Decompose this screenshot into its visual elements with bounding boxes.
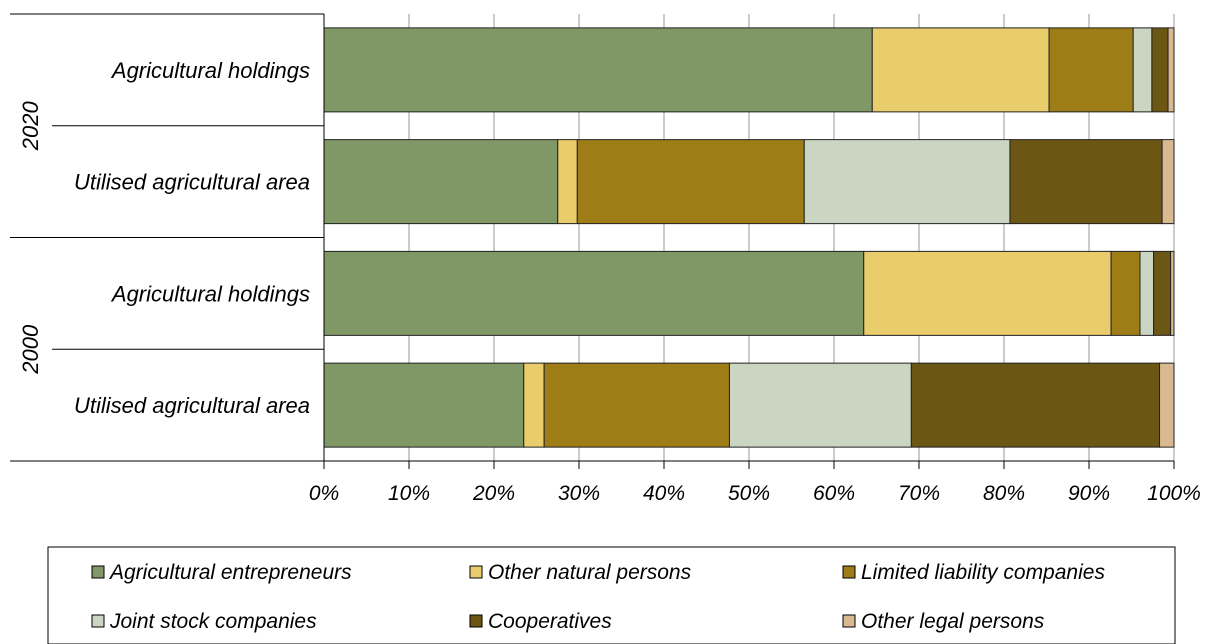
legend-swatch [469,565,483,579]
bar-segment [323,250,865,336]
category-label: Utilised agricultural area [74,393,310,418]
category-label: Utilised agricultural area [74,170,310,195]
bar-segment [323,27,873,113]
legend-swatch [842,565,856,579]
bar-segment [910,362,1161,448]
bar-segment [523,362,545,448]
legend-swatch [469,614,483,628]
legend-label: Other legal persons [861,610,1045,633]
x-tick-label: 80% [983,482,1025,505]
bar-segment [543,362,730,448]
x-tick-labels: 0% 10% 20% 30% 40% 50% 60% 70% 80% 90% 100% [309,482,1201,505]
year-group-label: 2000 [18,324,43,375]
bar-segment [1009,139,1163,225]
bar-segment [871,27,1050,113]
bar-segment [1167,27,1175,113]
x-tick-label: 50% [728,482,770,505]
bar-segment [323,362,525,448]
bar-segment [1132,27,1153,113]
bar-segment [557,139,578,225]
bar-segment [1139,250,1155,336]
x-tick-label: 20% [472,482,515,505]
legend-swatch [91,614,105,628]
bar-segment [1153,250,1172,336]
bar-segment [1159,362,1175,448]
category-label: Agricultural holdings [110,58,310,83]
legend-label: Agricultural entrepreneurs [108,561,352,584]
bar-segment [728,362,912,448]
x-tick-label: 70% [898,482,940,505]
bar-segment [576,139,805,225]
x-tick-label: 60% [813,482,855,505]
legend-label: Limited liability companies [861,561,1105,584]
x-tick-label: 10% [388,482,430,505]
legend-label: Joint stock companies [109,610,317,633]
legend-swatch [842,614,856,628]
axes [10,13,1175,469]
bar-segment [1161,139,1175,225]
bar-segment [803,139,1011,225]
legend: Agricultural entrepreneurs Other natural … [47,546,1176,644]
x-tick-label: 40% [643,482,685,505]
bar-segment [1110,250,1141,336]
year-group-label: 2020 [18,101,43,152]
legend-box [47,546,1176,644]
bar-segment [1048,27,1134,113]
bar-segment [1151,27,1169,113]
category-labels: Agricultural holdings Utilised agricultur… [18,58,310,418]
x-tick-label: 0% [309,482,339,505]
category-label: Agricultural holdings [110,281,310,306]
legend-label: Cooperatives [488,610,612,633]
x-tick-label: 90% [1068,482,1110,505]
bar-segment [323,139,559,225]
bar-segment [863,250,1112,336]
x-tick-label: 100% [1147,482,1201,505]
legend-label: Other natural persons [488,561,692,584]
legend-swatch [91,565,105,579]
x-tick-label: 30% [558,482,600,505]
bars [323,27,1175,448]
bar-segment [1170,250,1175,336]
